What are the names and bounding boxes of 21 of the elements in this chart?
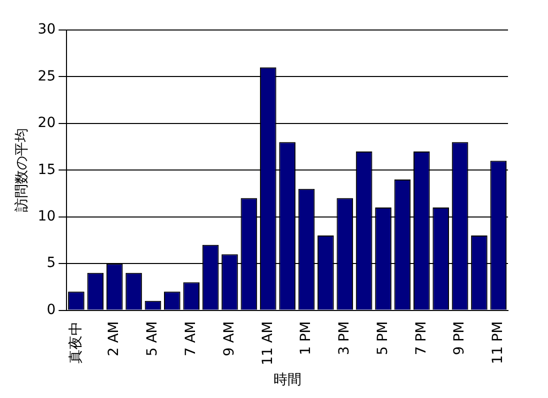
- x-tick-label: 7 PM: [413, 321, 430, 356]
- x-tick-label: 7 AM: [182, 321, 199, 356]
- x-tick-label: 5 PM: [374, 321, 391, 356]
- x-tick-label: 1 PM: [298, 321, 314, 356]
- y-tick-label: 5: [46, 255, 56, 272]
- x-tick-label: 9 AM: [221, 321, 238, 356]
- y-tick-label: 10: [38, 208, 56, 224]
- y-tick-label: 20: [38, 115, 56, 132]
- x-tick-label: 11 PM: [490, 321, 506, 364]
- y-axis-title: 訪問数の平均: [14, 128, 30, 212]
- x-axis-title: 時間: [273, 372, 302, 388]
- x-tick-label: 真夜中: [68, 321, 84, 364]
- y-tick-label: 25: [38, 68, 56, 84]
- y-tick-label: 15: [38, 162, 56, 178]
- x-tick-label: 9 PM: [452, 321, 468, 356]
- x-tick-label: 2 AM: [106, 321, 122, 356]
- x-tick-label: 3 PM: [336, 321, 353, 356]
- y-tick-label: 0: [46, 302, 56, 318]
- x-tick-label: 5 AM: [144, 321, 161, 356]
- y-tick-label: 30: [38, 22, 56, 38]
- x-tick-label: 11 AM: [260, 321, 276, 366]
